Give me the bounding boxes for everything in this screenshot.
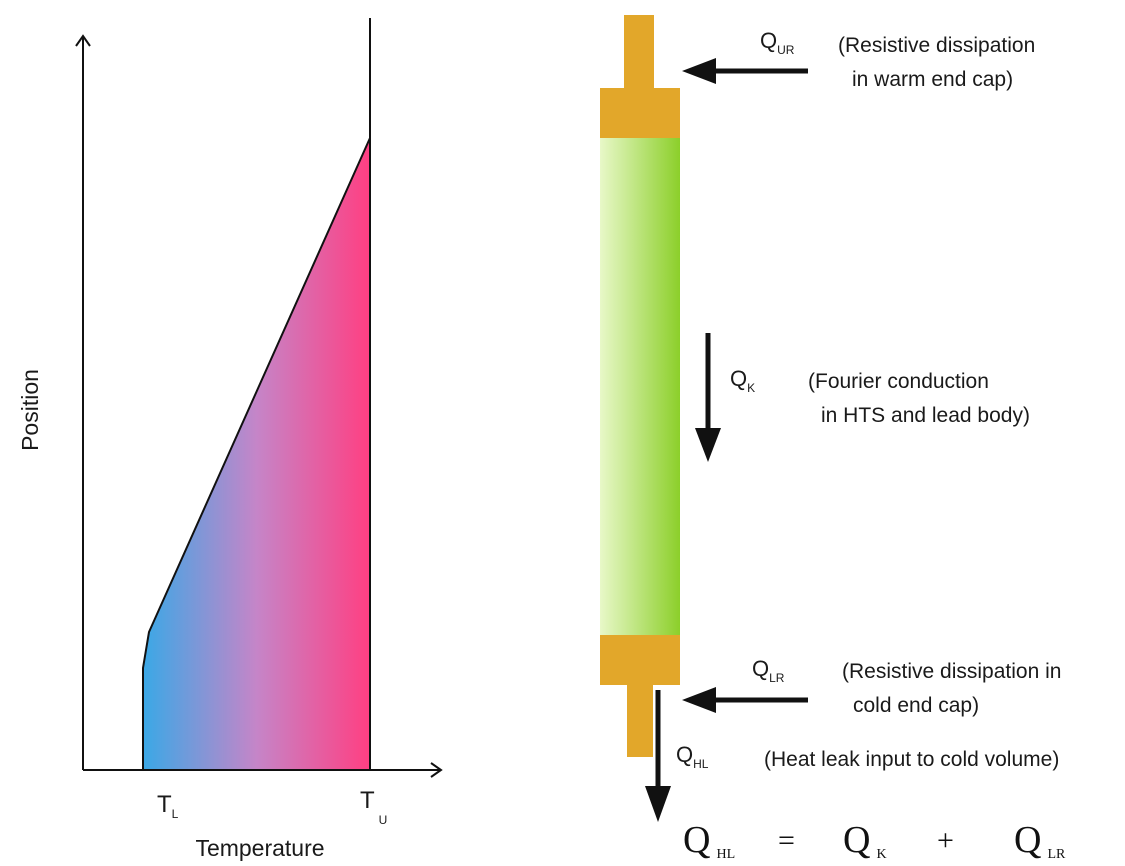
q-ur-note-line1: (Resistive dissipation <box>838 34 1035 57</box>
q-k-note-line1: (Fourier conduction <box>808 370 989 393</box>
q-lr-symbol: QLR <box>752 656 785 685</box>
tick-label-t-lower: TL <box>157 791 179 821</box>
cold-terminal <box>627 685 653 757</box>
q-hl-symbol: QHL <box>676 742 709 771</box>
q-k-note-line2: in HTS and lead body) <box>821 404 1030 427</box>
q-ur-note-line2: in warm end cap) <box>852 68 1013 91</box>
q-ur-symbol: QUR <box>760 28 795 57</box>
q-ur-group: QUR (Resistive dissipation in warm end c… <box>682 28 1035 91</box>
q-hl-note: (Heat leak input to cold volume) <box>764 748 1059 771</box>
temperature-profile-plot: Position Temperature TL TU <box>17 18 443 861</box>
equation-plus: + <box>937 824 954 857</box>
q-lr-group: QLR (Resistive dissipation in cold end c… <box>682 656 1061 717</box>
temperature-profile-line <box>142 137 371 770</box>
q-hl-arrowhead <box>645 786 671 822</box>
equation-term-qlr: Q LR <box>1014 819 1066 862</box>
q-lr-arrowhead <box>682 687 716 713</box>
q-k-group: QK (Fourier conduction in HTS and lead b… <box>695 333 1030 462</box>
warm-terminal <box>624 15 654 90</box>
q-hl-group: QHL (Heat leak input to cold volume) <box>645 690 1059 822</box>
x-axis-label: Temperature <box>195 835 324 861</box>
cold-end-cap <box>600 635 680 685</box>
q-ur-arrowhead <box>682 58 716 84</box>
equation-equals: = <box>778 824 795 857</box>
q-lr-note-line2: cold end cap) <box>853 694 979 717</box>
temperature-gradient-area <box>143 138 370 770</box>
current-lead <box>600 15 680 757</box>
q-lr-note-line1: (Resistive dissipation in <box>842 660 1061 683</box>
tick-label-t-upper: TU <box>360 787 387 827</box>
q-k-arrowhead <box>695 428 721 462</box>
equation-lhs: Q HL <box>683 819 735 862</box>
lead-body <box>600 138 680 635</box>
y-axis-label: Position <box>17 369 43 451</box>
warm-end-cap <box>600 88 680 138</box>
q-k-symbol: QK <box>730 366 755 395</box>
y-axis-arrowhead <box>75 34 91 47</box>
x-axis-arrowhead <box>430 762 443 778</box>
